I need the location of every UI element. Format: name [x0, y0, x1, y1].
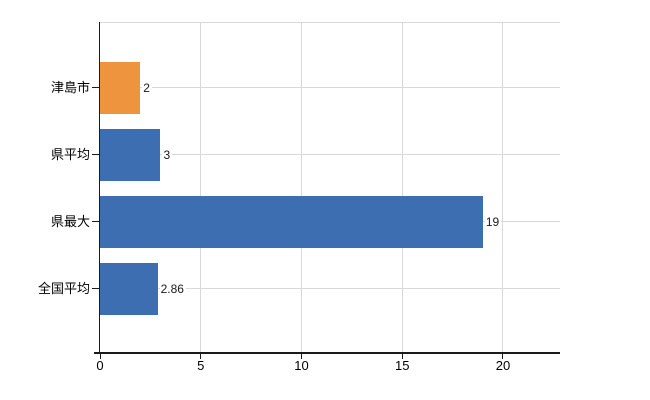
category-label: 県平均 — [50, 146, 90, 162]
x-tick-mark — [300, 353, 302, 359]
x-tick-label: 0 — [96, 358, 104, 373]
bar — [100, 262, 158, 315]
x-tick-label: 10 — [294, 358, 309, 373]
category-label: 津島市 — [50, 79, 90, 95]
x-tick-mark — [401, 353, 403, 359]
x-tick-label: 15 — [394, 358, 410, 373]
plot-top-gridline — [100, 22, 560, 23]
v-gridline — [200, 22, 202, 352]
y-tick-mark — [92, 221, 100, 222]
bar-value-label: 19 — [484, 213, 502, 230]
bar-value-label: 2.86 — [159, 280, 186, 297]
y-tick-mark — [92, 154, 100, 155]
y-tick-mark — [92, 87, 100, 88]
x-tick-mark — [502, 353, 504, 359]
bar — [100, 61, 141, 114]
x-tick-mark — [200, 353, 202, 359]
bar-value-label: 3 — [162, 146, 173, 163]
x-tick-mark — [99, 353, 101, 359]
v-gridline — [502, 22, 504, 352]
h-gridline — [100, 154, 560, 155]
y-tick-mark — [92, 288, 100, 289]
bar — [100, 195, 483, 248]
bar — [100, 128, 161, 181]
x-tick-label: 5 — [197, 358, 205, 373]
bar-value-label: 2 — [142, 79, 152, 96]
y-axis-line — [98, 22, 100, 352]
h-gridline — [100, 87, 560, 88]
category-label: 県最大 — [50, 213, 90, 229]
v-gridline — [401, 22, 403, 352]
v-gridline — [300, 22, 302, 352]
category-label: 全国平均 — [37, 280, 90, 296]
x-axis-line — [94, 352, 560, 354]
h-gridline — [100, 288, 560, 289]
x-tick-label: 20 — [495, 358, 511, 373]
